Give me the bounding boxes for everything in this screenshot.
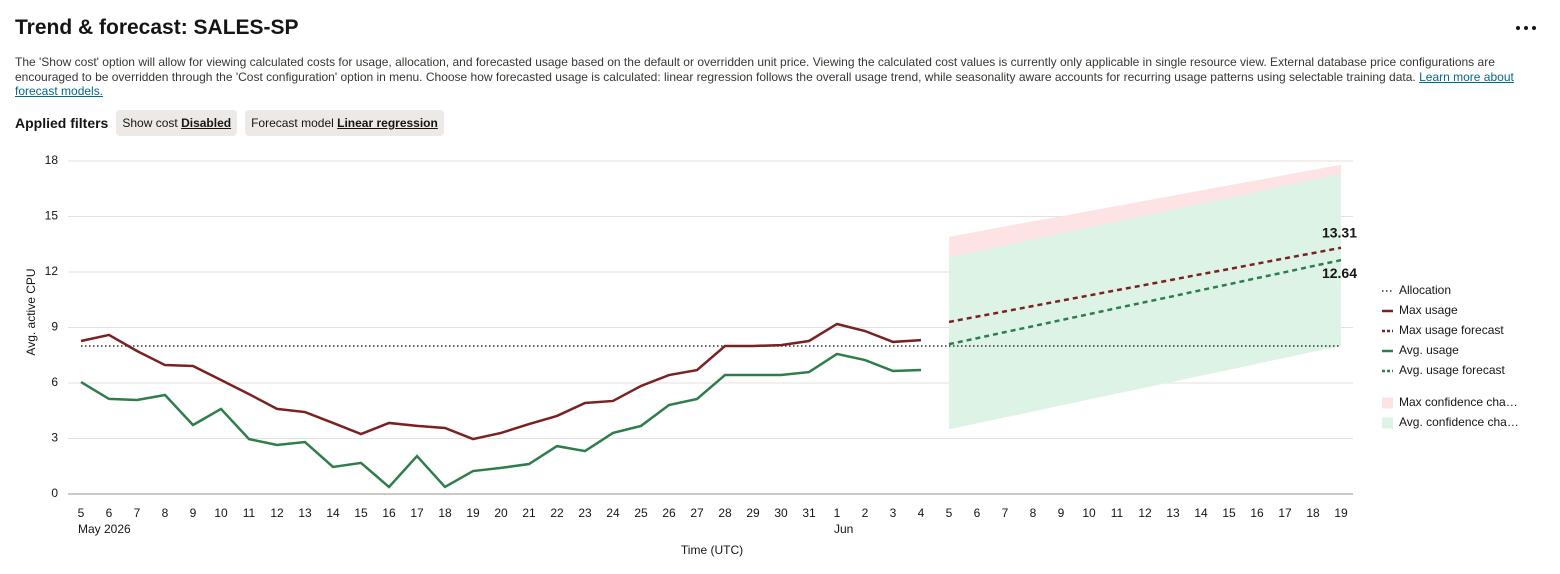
x-tick-label: 11 xyxy=(243,506,256,520)
legend-label: Avg. confidence cha… xyxy=(1399,415,1519,429)
legend-label: Allocation xyxy=(1399,283,1451,297)
x-tick-label: 26 xyxy=(662,506,676,520)
x-tick-label: 11 xyxy=(1111,506,1124,520)
y-tick-label: 3 xyxy=(51,431,58,445)
x-tick-label: 14 xyxy=(1194,506,1208,520)
data-label: 12.64 xyxy=(1322,265,1357,281)
x-tick-label: 3 xyxy=(890,506,897,520)
legend-swatch xyxy=(1382,417,1393,429)
x-tick-label: 10 xyxy=(214,506,228,520)
legend-label: Avg. usage xyxy=(1399,343,1459,357)
x-tick-label: 16 xyxy=(1250,506,1264,520)
chip-value: Linear regression xyxy=(337,116,438,130)
x-tick-label: 12 xyxy=(270,506,284,520)
x-tick-label: 6 xyxy=(974,506,981,520)
x-tick-label: 21 xyxy=(522,506,536,520)
y-tick-label: 9 xyxy=(51,320,58,334)
x-tick-label: 9 xyxy=(1058,506,1065,520)
x-tick-label: 23 xyxy=(578,506,592,520)
x-tick-label: 17 xyxy=(410,506,424,520)
x-tick-label: 20 xyxy=(494,506,508,520)
x-tick-label: 31 xyxy=(802,506,816,520)
filters: Applied filters Show cost Disabled Forec… xyxy=(15,110,444,136)
y-tick-label: 0 xyxy=(51,486,58,500)
x-tick-label: 9 xyxy=(190,506,197,520)
legend-swatch xyxy=(1382,397,1393,409)
y-axis-label: Avg. active CPU xyxy=(24,268,38,355)
x-tick-label: 19 xyxy=(1334,506,1348,520)
x-tick-label: 7 xyxy=(134,506,141,520)
series-line xyxy=(80,322,922,441)
chip-name: Show cost xyxy=(122,116,178,130)
legend-label: Avg. usage forecast xyxy=(1399,363,1506,377)
x-tick-label: 5 xyxy=(946,506,953,520)
filter-chip[interactable]: Forecast model Linear regression xyxy=(245,110,444,136)
x-axis-label: Time (UTC) xyxy=(681,543,743,557)
x-tick-label: 13 xyxy=(1166,506,1180,520)
chip-value: Disabled xyxy=(181,116,232,130)
y-tick-label: 18 xyxy=(45,153,59,167)
y-tick-label: 15 xyxy=(45,209,59,223)
legend-label: Max usage forecast xyxy=(1399,323,1504,337)
x-tick-label: 16 xyxy=(382,506,396,520)
x-tick-label: 5 xyxy=(78,506,85,520)
x-tick-label: 17 xyxy=(1278,506,1292,520)
x-tick-label: 7 xyxy=(1002,506,1009,520)
x-tick-label: 28 xyxy=(718,506,732,520)
x-tick-label: 15 xyxy=(1222,506,1236,520)
filters-label: Applied filters xyxy=(15,115,109,131)
x-tick-label: 12 xyxy=(1138,506,1152,520)
page-title: Trend & forecast: SALES-SP xyxy=(15,16,299,39)
x-tick-label: 18 xyxy=(438,506,452,520)
x-tick-label: 10 xyxy=(1082,506,1096,520)
x-tick-label: 18 xyxy=(1306,506,1320,520)
x-tick-label: 25 xyxy=(634,506,648,520)
x-tick-label: 8 xyxy=(1030,506,1037,520)
y-tick-label: 6 xyxy=(51,375,58,389)
x-tick-label: 19 xyxy=(466,506,480,520)
legend-label: Max confidence cha… xyxy=(1399,395,1518,409)
more-menu[interactable] xyxy=(1514,20,1538,36)
x-tick-label: 29 xyxy=(746,506,760,520)
x-tick-label: 27 xyxy=(690,506,704,520)
x-tick-label: 14 xyxy=(326,506,340,520)
x-period-label: Jun xyxy=(834,522,853,536)
x-tick-label: 30 xyxy=(774,506,788,520)
description-text: The 'Show cost' option will allow for vi… xyxy=(15,55,1495,84)
x-tick-label: 2 xyxy=(862,506,869,520)
x-tick-label: 13 xyxy=(298,506,312,520)
series-line xyxy=(948,258,1342,346)
series-line xyxy=(80,352,922,489)
x-tick-label: 15 xyxy=(354,506,368,520)
legend-label: Max usage xyxy=(1399,303,1458,317)
x-tick-label: 22 xyxy=(550,506,564,520)
filter-chip[interactable]: Show cost Disabled xyxy=(116,110,238,136)
x-tick-label: 24 xyxy=(606,506,620,520)
x-tick-label: 4 xyxy=(918,506,925,520)
chip-name: Forecast model xyxy=(251,116,334,130)
x-period-label: May 2026 xyxy=(78,522,131,536)
x-tick-label: 8 xyxy=(162,506,169,520)
learn-more-link[interactable]: Learn more about forecast models. xyxy=(15,69,1514,99)
x-tick-label: 6 xyxy=(106,506,113,520)
description: The 'Show cost' option will allow for vi… xyxy=(15,55,1540,99)
series-line xyxy=(948,246,1342,324)
y-tick-label: 12 xyxy=(45,264,59,278)
x-tick-label: 1 xyxy=(834,506,841,520)
data-label: 13.31 xyxy=(1322,224,1357,240)
